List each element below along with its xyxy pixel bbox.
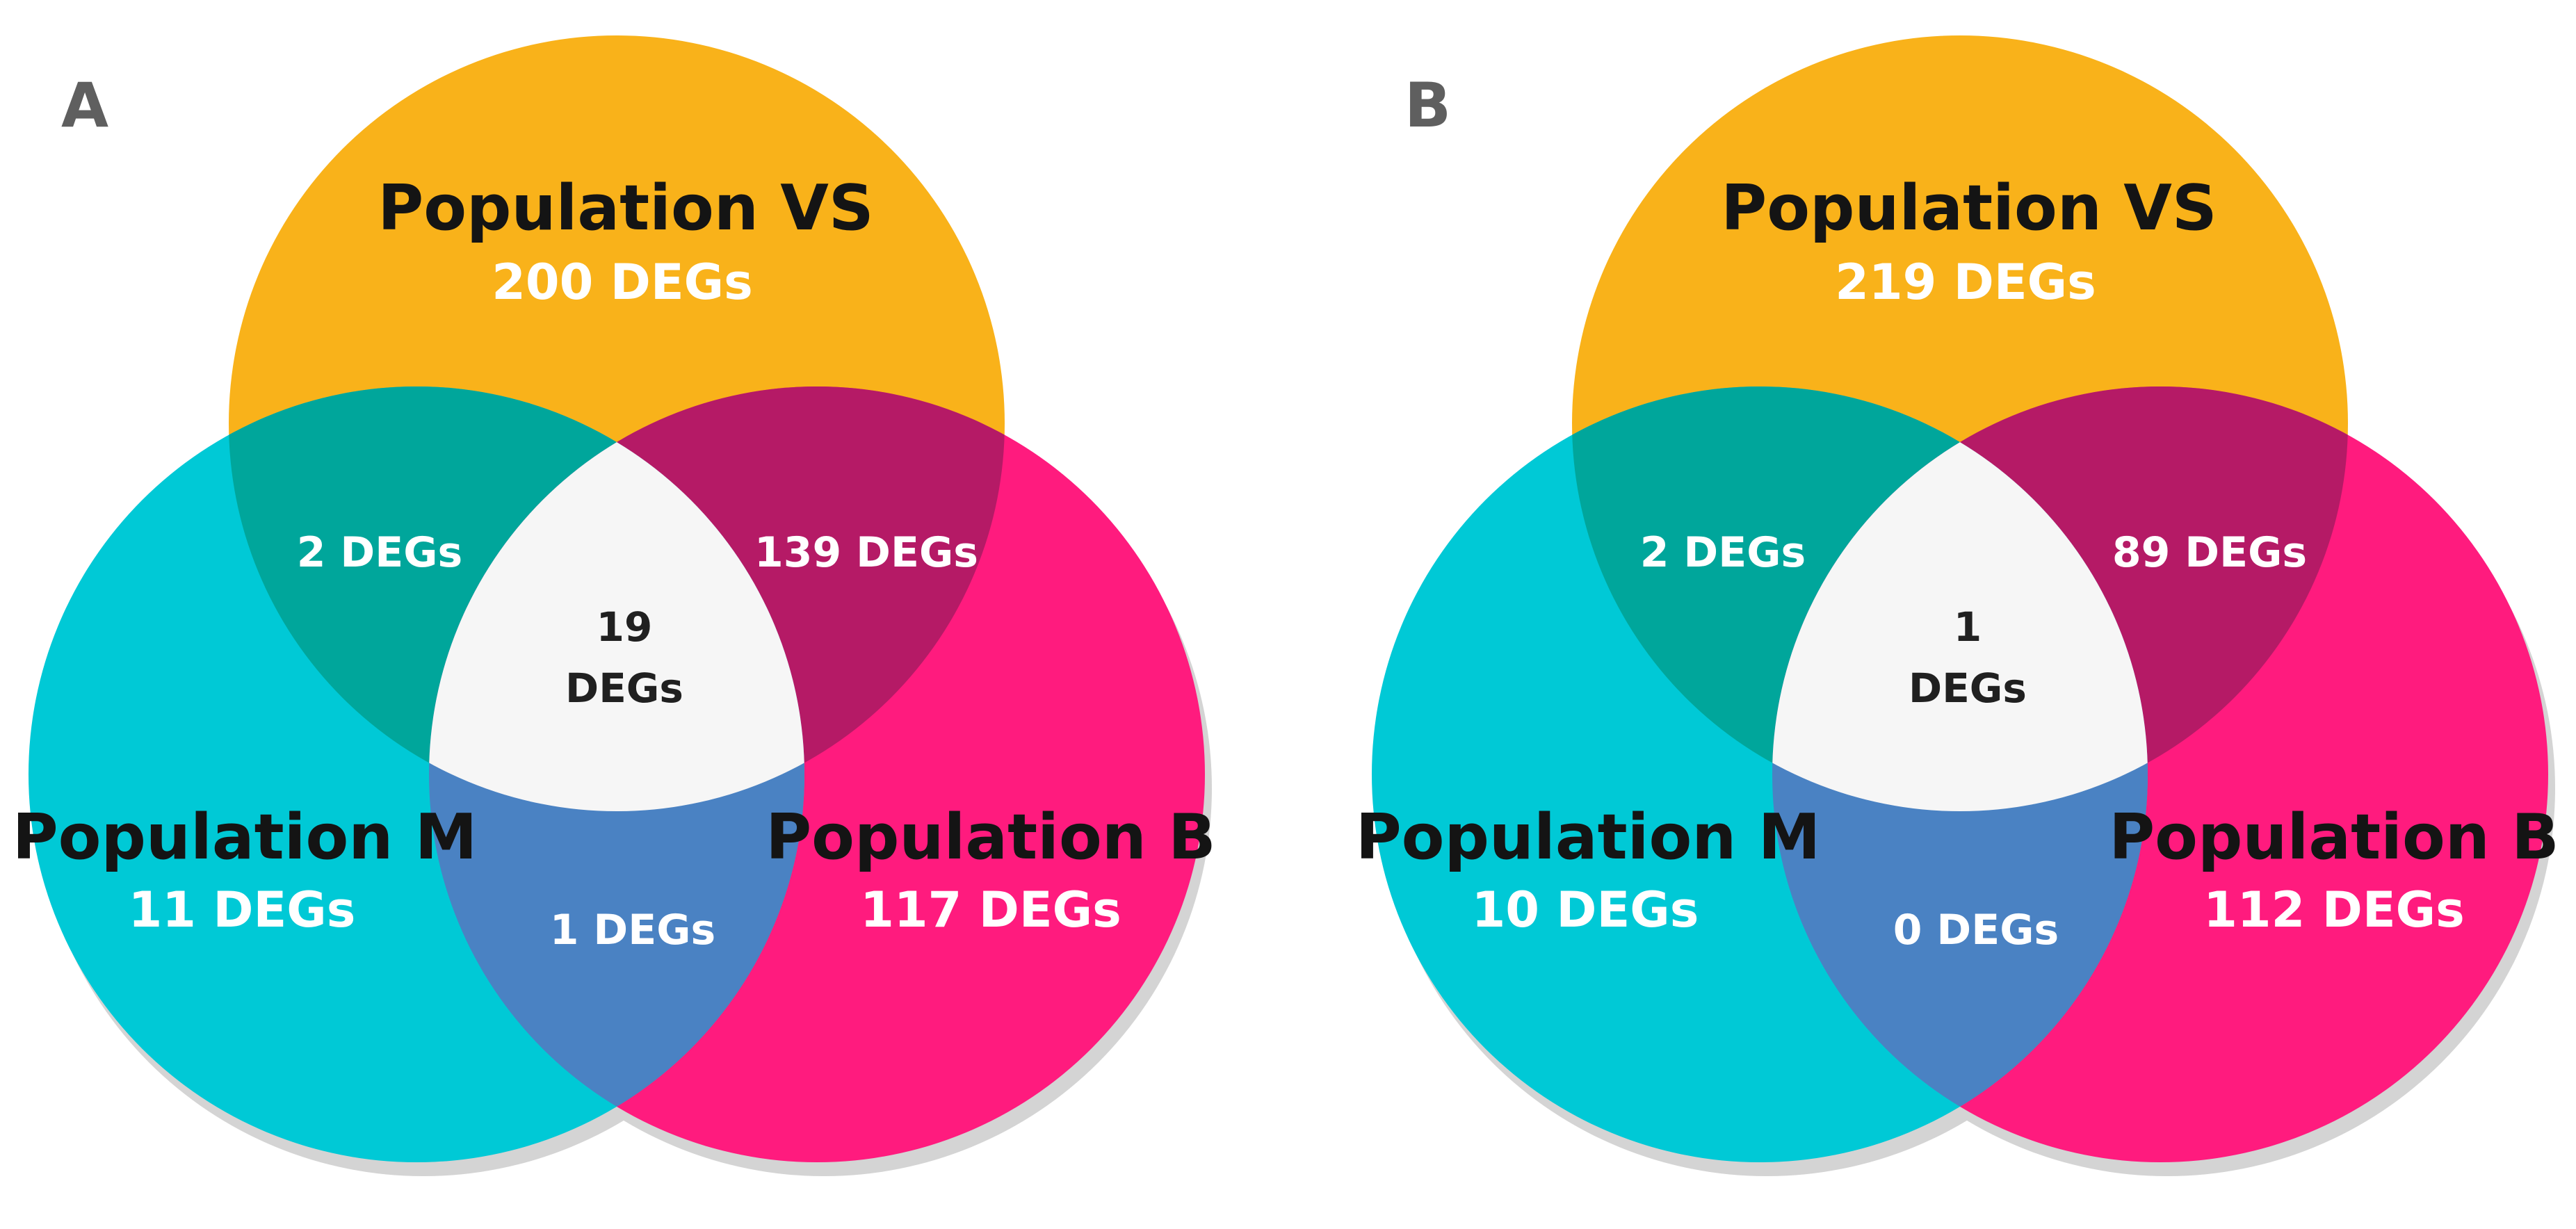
center-count-unit: DEGs [1909,665,2027,712]
center-count-number: 1 [1954,603,1982,651]
population-b-count: 117 DEGs [860,881,1121,938]
panel-label: A [61,70,108,141]
population-b-name: Population B [765,801,1216,874]
overlap-center [1772,386,2148,811]
population-vs-count: 219 DEGs [1835,254,2096,311]
overlap-m-b-count: 0 DEGs [1893,906,2059,954]
center-count-unit: DEGs [565,665,683,712]
population-b-count: 112 DEGs [2203,881,2465,938]
overlap-center [429,386,804,811]
population-m-name: Population M [13,801,478,874]
overlap-vs-b-count: 139 DEGs [754,528,978,577]
population-m-count: 11 DEGs [129,881,356,938]
overlap-vs-m-count: 2 DEGs [297,528,462,577]
panel-label: B [1404,70,1451,141]
venn-panel-a: A Population VS 200 DEGs Population M 11… [13,35,1216,1176]
population-m-name: Population M [1356,801,1821,874]
venn-panel-b: B Population VS 219 DEGs Population M 10… [1356,35,2559,1176]
population-b-name: Population B [2109,801,2559,874]
center-count-number: 19 [597,603,653,651]
overlap-m-b-count: 1 DEGs [550,906,715,954]
population-m-count: 10 DEGs [1472,881,1699,938]
population-vs-count: 200 DEGs [492,254,753,311]
overlap-vs-m-count: 2 DEGs [1640,528,1806,577]
population-vs-name: Population VS [1721,172,2217,245]
population-vs-name: Population VS [378,172,873,245]
overlap-vs-b-count: 89 DEGs [2112,528,2307,577]
